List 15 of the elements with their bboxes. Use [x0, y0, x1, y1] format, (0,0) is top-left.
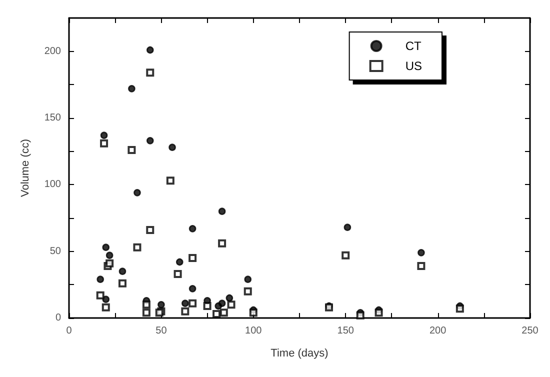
x-tick-label: 0 — [66, 326, 72, 336]
y-tick-label: 50 — [50, 246, 62, 257]
x-tick-label: 250 — [522, 326, 539, 336]
x-tick-label: 150 — [337, 326, 354, 336]
x-tick-label: 100 — [245, 326, 262, 336]
x-tick-label: 50 — [156, 326, 168, 336]
y-tick-label: 200 — [44, 46, 62, 57]
legend-label: CT — [405, 39, 422, 53]
y-tick-label: 100 — [44, 179, 62, 190]
x-axis-title: Time (days) — [270, 348, 328, 360]
x-tick-label: 200 — [429, 326, 447, 336]
legend-label: US — [405, 59, 422, 73]
y-axis-title: Volume (cc) — [20, 138, 32, 198]
y-tick-label: 150 — [44, 112, 62, 124]
y-tick-label: 0 — [55, 312, 62, 324]
